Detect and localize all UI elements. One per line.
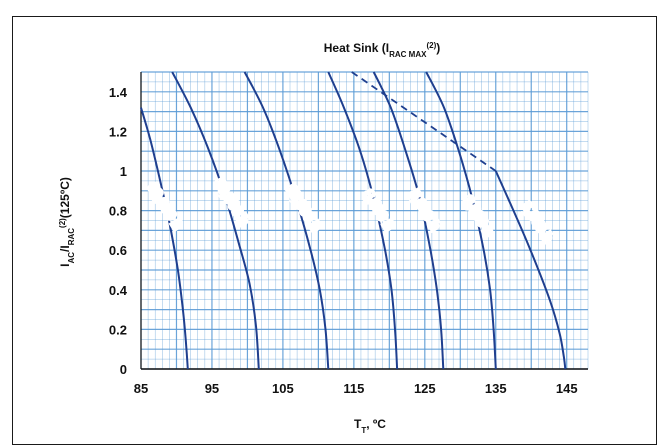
y-tick-label: 1.2 <box>109 124 127 139</box>
x-tick-label: 85 <box>134 381 148 396</box>
tick-labels: 85 95 105 115 125 135 145 0 0.2 0.4 0.6 0.8 1 1.2 1.4 <box>109 85 578 396</box>
curve-60-000-h <box>140 107 189 370</box>
y-tick-label: 0.4 <box>109 283 128 298</box>
y-axis-title: IAC/IRAC(2)(125ºC) <box>58 177 76 267</box>
curve-5-000-h <box>372 71 445 370</box>
y-tick-label: 1 <box>120 164 127 179</box>
curve-8-000-h <box>327 71 399 370</box>
curves <box>140 71 567 370</box>
x-tick-label: 105 <box>272 381 294 396</box>
chart-text: Heat Sink (IRAC MAX(2)) TT, ºC IAC/IRAC(2)… <box>58 41 441 435</box>
curve-15-000-h <box>243 71 330 370</box>
y-tick-label: 0 <box>120 362 127 377</box>
curve-1-500-h <box>494 170 567 370</box>
y-tick-label: 0.8 <box>109 204 127 219</box>
x-tick-label: 125 <box>414 381 436 396</box>
x-axis-title: TT, ºC <box>354 417 386 435</box>
x-tick-label: 145 <box>556 381 578 396</box>
curve-dashed-extension <box>351 71 497 172</box>
curve-3-000-h <box>425 71 497 370</box>
x-tick-label: 95 <box>205 381 219 396</box>
y-tick-label: 0.2 <box>109 322 127 337</box>
y-tick-label: 0.6 <box>109 243 127 258</box>
x-tick-label: 135 <box>485 381 507 396</box>
curve-label-60-000-h: 60,000 h <box>145 180 185 232</box>
y-tick-label: 1.4 <box>109 85 128 100</box>
grid <box>140 71 589 370</box>
curve-30-000-h <box>171 71 260 370</box>
x-tick-label: 115 <box>343 381 364 396</box>
chart-title: Heat Sink (IRAC MAX(2)) <box>324 41 440 59</box>
